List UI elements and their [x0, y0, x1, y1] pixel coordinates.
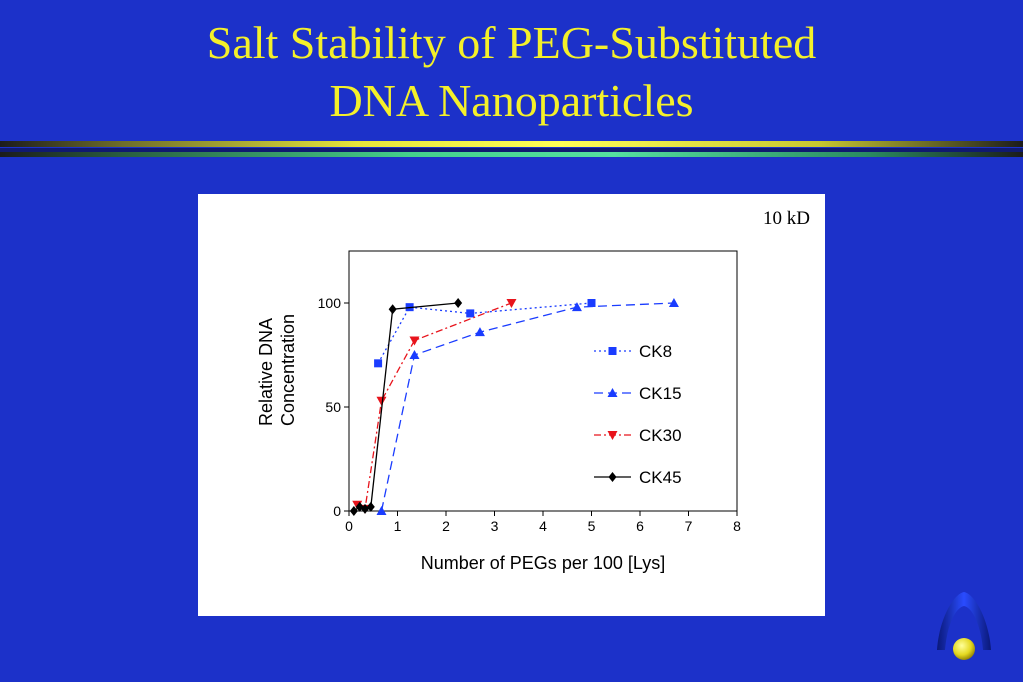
- chart: 10 kD 0 1 2 3 4 5 6 7 8 0 50 100 CK8 CK15 CK30 CK45 Nu…: [256, 208, 810, 573]
- series-ck30: [352, 299, 517, 514]
- legend-label-ck8: CK8: [639, 342, 672, 361]
- series-ck8-point: [374, 359, 383, 368]
- y-tick-label: 100: [318, 295, 342, 311]
- series-ck8-line: [377, 302, 592, 364]
- series-ck45-point: [349, 506, 358, 516]
- series-ck15-point: [474, 327, 485, 337]
- x-tick-label: 2: [442, 518, 450, 534]
- series-ck8-point: [466, 309, 475, 318]
- legend-item-ck8: CK8: [594, 342, 672, 361]
- x-tick-label: 8: [733, 518, 741, 534]
- series-ck30-point: [506, 299, 517, 308]
- y-axis-label-line-1: Relative DNA: [256, 318, 276, 426]
- series-ck15-point: [376, 506, 387, 515]
- series-ck8: [374, 299, 596, 368]
- legend-swatch-marker: [607, 431, 618, 440]
- series-ck30-point: [409, 336, 420, 346]
- y-axis-label: Relative DNA Concentration: [256, 314, 298, 426]
- chart-annotation: 10 kD: [763, 208, 810, 229]
- legend-label-ck15: CK15: [639, 384, 682, 403]
- legend-item-ck30: CK30: [594, 426, 682, 445]
- title-divider: [0, 141, 1023, 157]
- series-ck45-line: [353, 302, 459, 512]
- x-tick-label: 6: [636, 518, 644, 534]
- series-ck45-point: [366, 501, 375, 512]
- series-ck15: [376, 298, 679, 515]
- legend-label-ck30: CK30: [639, 426, 682, 445]
- series-ck15-line: [380, 302, 674, 512]
- series-ck45-point: [454, 298, 463, 308]
- legend-swatch-marker: [608, 472, 617, 482]
- series-ck8-point: [587, 299, 596, 307]
- x-tick-label: 7: [685, 518, 693, 534]
- chart-panel: 10 kD 0 1 2 3 4 5 6 7 8 0 50 100 CK8 CK15 CK30 CK45 Nu…: [198, 194, 825, 616]
- slide-title-line-2: DNA Nanoparticles: [329, 75, 694, 126]
- legend-item-ck15: CK15: [594, 384, 682, 403]
- legend-item-ck45: CK45: [594, 468, 682, 487]
- y-tick-label: 0: [333, 503, 341, 519]
- series-ck45-point: [388, 304, 397, 315]
- series-ck30-line: [356, 302, 512, 510]
- x-tick-label: 0: [345, 518, 353, 534]
- x-tick-label: 5: [588, 518, 596, 534]
- legend-label-ck45: CK45: [639, 468, 682, 487]
- series-ck45: [349, 298, 463, 516]
- series-ck30-point: [376, 396, 387, 406]
- series-ck15-point: [409, 350, 420, 359]
- y-tick-label: 50: [325, 399, 341, 415]
- series-ck15-point: [571, 302, 582, 312]
- logo-icon: [937, 592, 991, 660]
- slide-title: Salt Stability of PEG-Substituted DNA Na…: [0, 14, 1023, 130]
- legend-swatch-marker: [608, 347, 617, 355]
- x-tick-label: 4: [539, 518, 547, 534]
- x-tick-label: 3: [491, 518, 499, 534]
- x-axis-label: Number of PEGs per 100 [Lys]: [421, 553, 665, 573]
- x-tick-label: 1: [394, 518, 402, 534]
- series-ck15-point: [668, 298, 679, 307]
- series-ck45-point: [361, 503, 370, 514]
- y-axis-label-line-2: Concentration: [278, 314, 298, 426]
- slide-title-line-1: Salt Stability of PEG-Substituted: [206, 17, 817, 68]
- legend-swatch-marker: [607, 388, 618, 397]
